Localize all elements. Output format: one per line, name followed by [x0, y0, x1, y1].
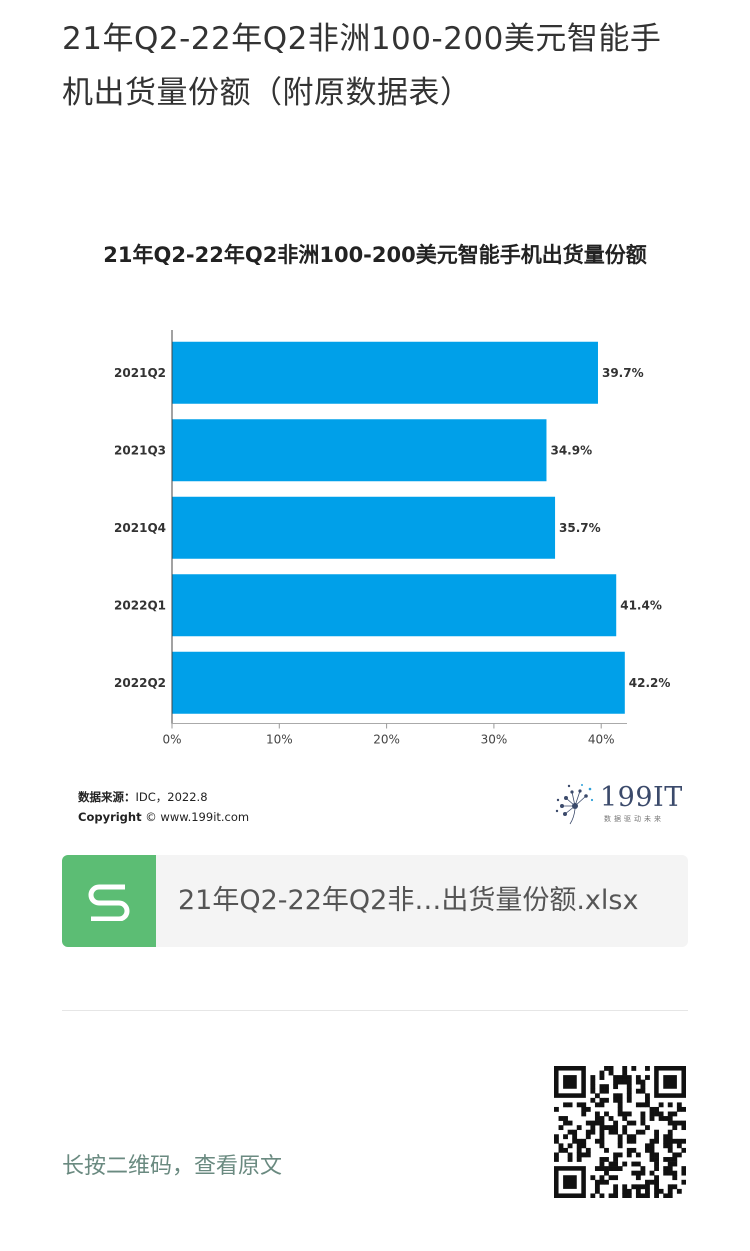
data-label-2022Q2: 42.2%: [629, 676, 671, 690]
divider: [62, 1010, 688, 1011]
attachment-card[interactable]: 21年Q2-22年Q2非…出货量份额.xlsx: [62, 855, 688, 947]
data-label-2021Q2: 39.7%: [602, 366, 644, 380]
category-label-2022Q1: 2022Q1: [114, 598, 166, 612]
attachment-file-name[interactable]: 21年Q2-22年Q2非…出货量份额.xlsx: [178, 885, 639, 916]
data-label-2021Q3: 34.9%: [550, 443, 592, 457]
copyright-text: © www.199it.com: [145, 810, 250, 824]
category-label-2021Q3: 2021Q3: [114, 443, 166, 457]
logo-text: 199IT: [600, 782, 683, 813]
chart-title: 21年Q2-22年Q2非洲100-200美元智能手机出货量份额: [103, 243, 646, 267]
source-text: IDC，2022.8: [135, 790, 208, 804]
qr-hint: 长按二维码，查看原文: [62, 1154, 283, 1179]
category-label-2021Q2: 2021Q2: [114, 366, 166, 380]
data-label-2021Q4: 35.7%: [559, 521, 601, 535]
chart-image: 21年Q2-22年Q2非洲100-200美元智能手机出货量份额 2021Q2 39.…: [62, 220, 688, 840]
category-label-2022Q2: 2022Q2: [114, 676, 166, 690]
x-tick-label-3: 30%: [481, 733, 508, 747]
category-label-2021Q4: 2021Q4: [114, 521, 166, 535]
spreadsheet-s-icon: [62, 855, 156, 947]
dandelion-logo-icon: [555, 784, 594, 825]
logo-slogan: 数据驱动未来: [604, 815, 664, 823]
qr-code-icon[interactable]: [554, 1066, 686, 1198]
brand-logo: 199IT 数据驱动未来: [552, 780, 682, 828]
x-tick-label-2: 20%: [373, 733, 400, 747]
bar-2022Q2: [172, 651, 625, 714]
source-label: 数据来源：: [78, 790, 136, 804]
article-title: 21年Q2-22年Q2非洲100-200美元智能手机出货量份额（附原数据表）: [62, 21, 662, 111]
chart-source: 数据来源：IDC，2022.8 Copyright © www.199it.co…: [78, 787, 249, 827]
copyright-label: Copyright: [78, 810, 142, 824]
bar-chart: 21年Q2-22年Q2非洲100-200美元智能手机出货量份额 2021Q2 39.…: [103, 243, 671, 747]
x-tick-label-0: 0%: [162, 733, 181, 747]
bar-2021Q2: [172, 341, 598, 404]
data-label-2022Q1: 41.4%: [620, 598, 662, 612]
bar-2021Q4: [172, 496, 556, 559]
x-tick-label-4: 40%: [588, 733, 615, 747]
x-tick-label-1: 10%: [266, 733, 293, 747]
bar-2021Q3: [172, 419, 547, 482]
bar-2022Q1: [172, 574, 617, 637]
